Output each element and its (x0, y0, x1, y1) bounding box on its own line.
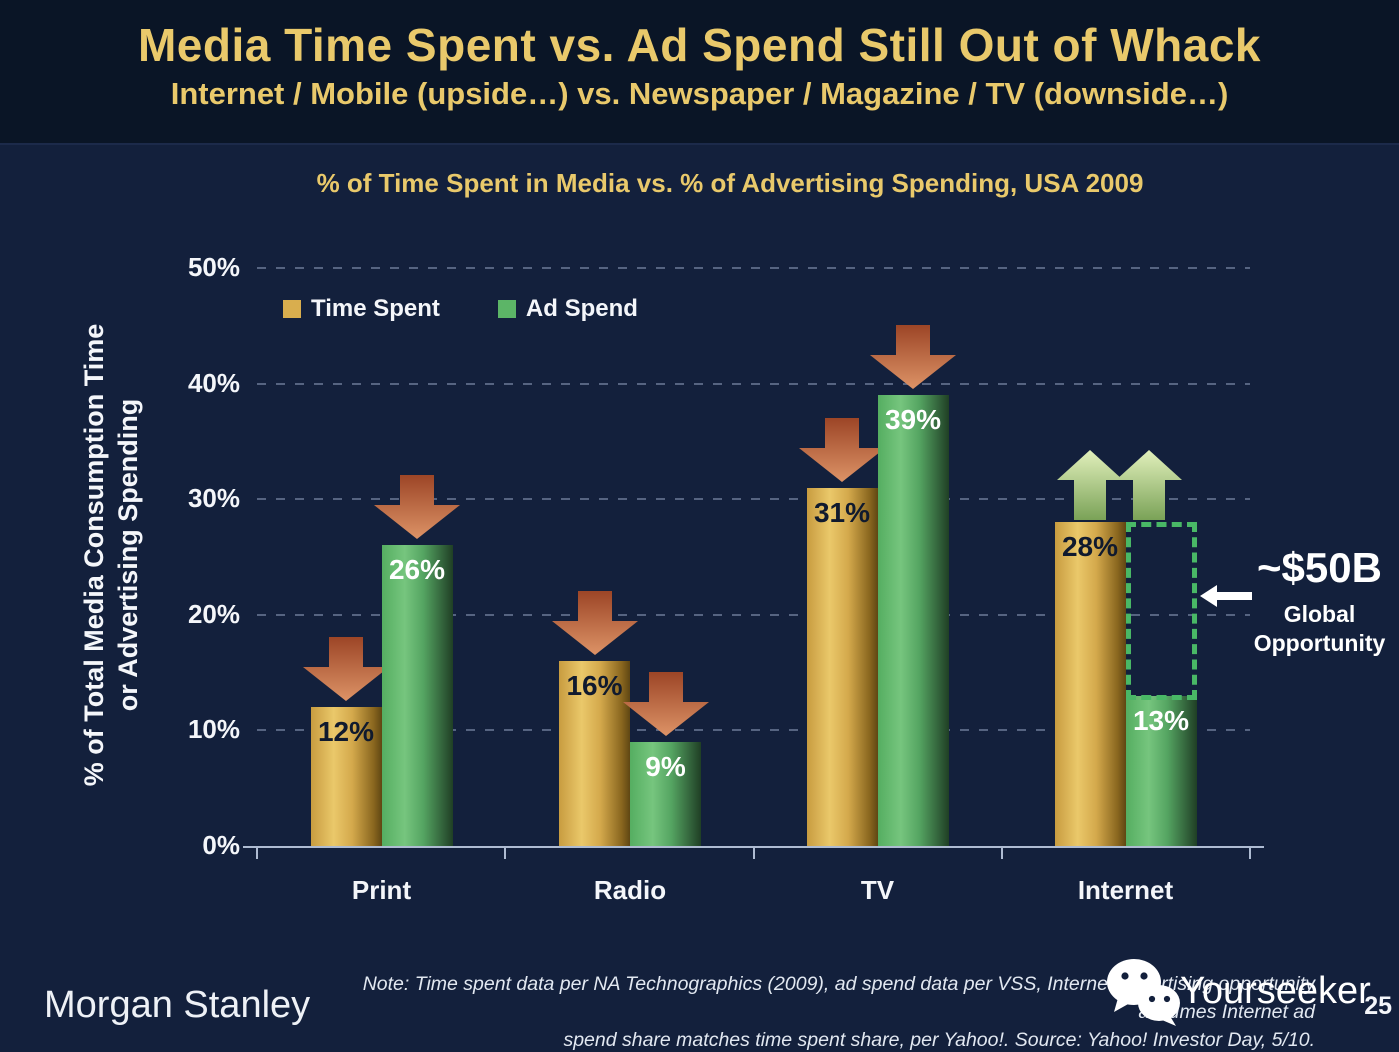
y-axis-title-line1: % of Total Media Consumption Time (79, 323, 109, 787)
down-arrow-icon (622, 671, 709, 741)
gridline-50pct (257, 267, 1250, 269)
left-arrow-icon (1200, 585, 1252, 607)
y-tick-label-40pct: 40% (187, 367, 240, 398)
bar-ad-spend-internet: 13% (1125, 695, 1197, 846)
page-number: 25 (1364, 992, 1392, 1020)
bar-time-spent-radio: 16% (559, 661, 630, 846)
header-band: Media Time Spent vs. Ad Spend Still Out … (0, 0, 1399, 145)
x-axis-tick (504, 846, 507, 859)
down-arrow-icon (374, 475, 460, 544)
bar-value-label: 26% (388, 554, 446, 586)
down-arrow-icon (303, 637, 389, 706)
bar-value-label: 12% (317, 716, 375, 748)
bar-time-spent-print: 12% (310, 707, 382, 846)
bar-value-label: 13% (1132, 704, 1190, 736)
category-label-tv: TV (860, 875, 895, 905)
y-tick-label-50pct: 50% (187, 252, 240, 282)
wechat-icon (1107, 959, 1180, 1026)
slide-subtitle: Internet / Mobile (upside…) vs. Newspape… (170, 76, 1229, 111)
x-axis-tick (256, 846, 258, 859)
down-arrow-icon (870, 325, 956, 394)
up-arrow-icon (1057, 450, 1123, 525)
legend-item-ad-spend: Ad Spend (497, 295, 638, 323)
brand-logo: Morgan Stanley (44, 984, 311, 1026)
gridline-30pct (257, 498, 1250, 501)
bar-value-label: 16% (566, 670, 623, 702)
category-label-print: Print (351, 875, 412, 905)
chart-title: % of Time Spent in Media vs. % of Advert… (316, 168, 1144, 198)
plot-area: Print Radio TV Internet 12% 26% 16% 9% 31% 39% 28%… (243, 267, 1264, 905)
bar-value-label: 28% (1061, 531, 1119, 563)
y-axis-title: % of Total Media Consumption Time or Adv… (77, 250, 147, 860)
source-note: Note: Time spent data per NA Technograph… (300, 970, 1315, 1052)
ad-spend-swatch-icon (497, 300, 516, 318)
bar-time-spent-tv: 31% (806, 487, 878, 846)
opportunity-gap-outline (1125, 522, 1197, 700)
opportunity-value: ~$50B (1257, 544, 1382, 591)
bar-ad-spend-print: 26% (381, 545, 453, 846)
y-tick-label-30pct: 30% (187, 483, 240, 514)
y-tick-label-0pct: 0% (202, 830, 240, 860)
bar-value-label: 39% (884, 404, 942, 436)
y-tick-label-10pct: 10% (187, 714, 240, 745)
legend-label-time-spent: Time Spent (311, 295, 440, 322)
bar-value-label: 31% (813, 496, 871, 528)
source-note-line2: spend share matches time spent share, pe… (563, 1029, 1315, 1051)
legend: Time Spent Ad Spend (283, 295, 638, 323)
x-axis-tick (752, 846, 755, 859)
legend-label-ad-spend: Ad Spend (525, 295, 638, 322)
bar-ad-spend-radio: 9% (630, 741, 701, 846)
category-label-internet: Internet (1077, 875, 1174, 905)
x-axis-tick (1249, 846, 1251, 859)
gridline-10pct (257, 729, 1250, 732)
watermark: Yourseeker (1104, 956, 1371, 1026)
gridline-20pct (257, 613, 1250, 616)
slide-title: Media Time Spent vs. Ad Spend Still Out … (137, 19, 1262, 71)
watermark-text: Yourseeker (1180, 969, 1371, 1012)
up-arrow-icon (1116, 450, 1182, 525)
y-tick-label-20pct: 20% (187, 598, 240, 629)
down-arrow-icon (799, 417, 885, 487)
bar-time-spent-internet: 28% (1054, 522, 1126, 846)
bar-ad-spend-tv: 39% (877, 395, 949, 846)
opportunity-annotation: ~$50B Global Opportunity (1240, 544, 1399, 658)
x-axis-tick (1000, 846, 1003, 859)
category-label-radio: Radio (593, 875, 667, 905)
time-spent-swatch-icon (283, 300, 301, 318)
gridline-40pct (257, 382, 1250, 385)
y-axis-title-line2: or Advertising Spending (113, 398, 143, 712)
legend-item-time-spent: Time Spent (283, 295, 440, 323)
source-note-line1: Note: Time spent data per NA Technograph… (362, 973, 1315, 1023)
bar-value-label: 9% (645, 750, 686, 782)
down-arrow-icon (551, 591, 638, 660)
opportunity-label: Global Opportunity (1253, 601, 1386, 656)
